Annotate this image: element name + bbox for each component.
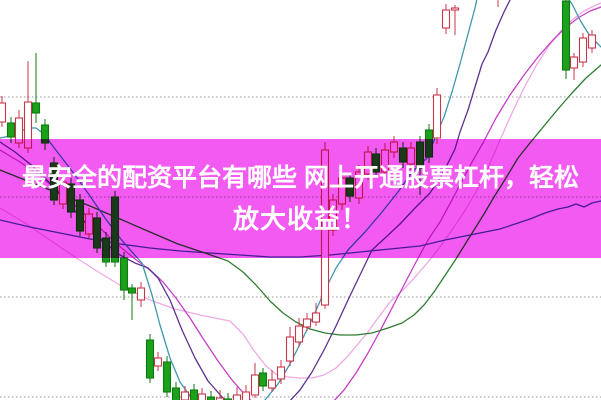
candle-body <box>441 9 451 29</box>
candle-body <box>432 94 442 139</box>
ma-green-line <box>0 64 601 336</box>
candle-body <box>241 391 251 400</box>
candle-body <box>145 339 155 379</box>
candle-body <box>415 141 425 169</box>
ma-magenta-line <box>0 6 601 400</box>
candle-body <box>578 37 588 63</box>
candle-body <box>345 177 355 197</box>
candle-body <box>285 336 295 362</box>
candle-body <box>267 379 277 389</box>
candle-body <box>92 217 102 249</box>
candle-body <box>75 199 85 232</box>
candle-body <box>389 141 399 153</box>
candle-body <box>215 397 225 400</box>
candle-body <box>450 7 460 11</box>
candle-body <box>171 387 181 400</box>
candle-body <box>189 389 199 400</box>
candle-body <box>276 366 286 380</box>
candle-body <box>371 153 381 173</box>
candle-body <box>14 117 24 144</box>
candle-body <box>250 374 260 396</box>
candle-body <box>320 149 330 306</box>
candle-body <box>258 372 268 387</box>
candle-body <box>354 171 364 199</box>
candle-body <box>311 312 321 323</box>
candle-body <box>337 177 347 205</box>
candle-body <box>197 393 207 400</box>
candle-body <box>136 287 146 301</box>
candle-body <box>561 0 571 71</box>
candle-body <box>206 396 216 400</box>
candle-body <box>84 213 94 235</box>
candle-body <box>328 199 338 231</box>
candle-body <box>569 56 579 69</box>
candle-body <box>0 102 7 123</box>
ma-pink-line <box>0 2 601 379</box>
candle-body <box>153 357 163 367</box>
candle-body <box>31 102 41 114</box>
candle-body <box>58 181 68 205</box>
candle-body <box>294 325 304 343</box>
candle-body <box>302 318 312 328</box>
candle-body <box>398 147 408 163</box>
candle-body <box>23 101 33 149</box>
candle-body <box>380 149 390 173</box>
candle-body <box>232 394 242 400</box>
candle-body <box>119 257 129 291</box>
candle-body <box>180 391 190 400</box>
candle-body <box>101 237 111 263</box>
candle-body <box>587 34 597 49</box>
candle-body <box>40 124 50 144</box>
candle-body <box>127 287 137 294</box>
candle-body <box>66 183 76 213</box>
candle-body <box>424 129 434 158</box>
candle-body <box>110 196 120 263</box>
candle-body <box>49 162 59 201</box>
candle-body <box>406 147 416 165</box>
candle-body <box>363 151 373 175</box>
candle-body <box>162 361 172 393</box>
candle-body <box>6 122 16 138</box>
